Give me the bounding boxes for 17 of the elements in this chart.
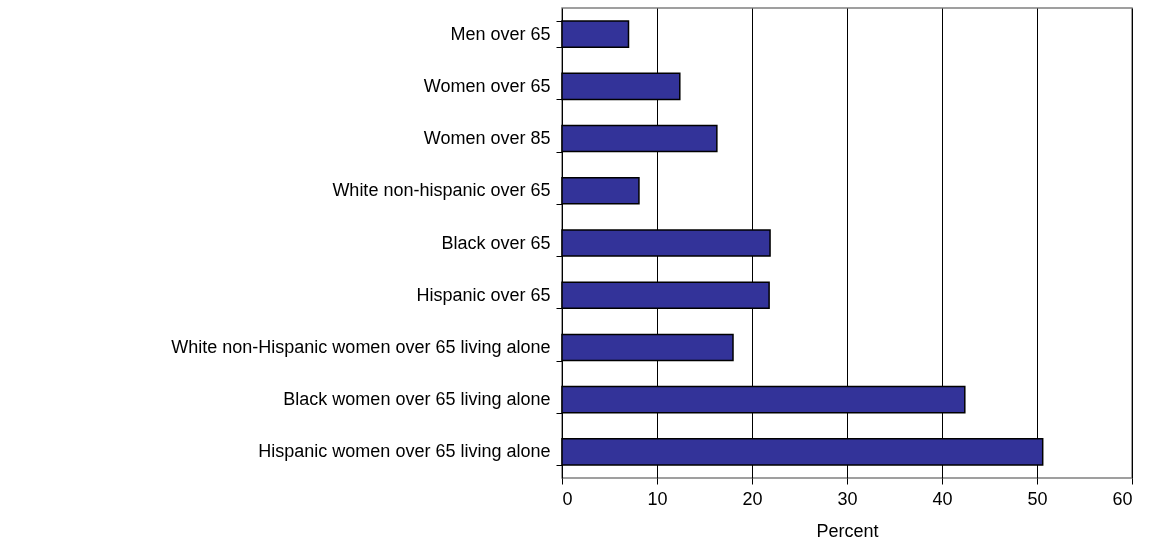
y-tick-label: Black over 65 <box>441 232 551 253</box>
x-tick-label: 60 <box>1112 488 1133 509</box>
y-tick-label: Hispanic over 65 <box>416 284 551 305</box>
y-tick-label: White non-Hispanic women over 65 living alone <box>171 336 551 357</box>
x-axis-title: Percent <box>816 520 879 541</box>
y-tick-label: Women over 65 <box>423 75 551 96</box>
x-tick-label: 30 <box>837 488 858 509</box>
y-tick-label: White non-hispanic over 65 <box>332 180 551 201</box>
x-tick-label: 20 <box>742 488 763 509</box>
x-tick-label: 10 <box>647 488 668 509</box>
x-tick-label: 0 <box>562 488 573 509</box>
y-tick-label: Women over 85 <box>423 128 551 149</box>
x-tick-label: 50 <box>1027 488 1048 509</box>
y-tick-label: Men over 65 <box>450 23 551 44</box>
x-tick-label: 40 <box>932 488 953 509</box>
y-tick-label: Black women over 65 living alone <box>283 389 551 410</box>
y-tick-label: Hispanic women over 65 living alone <box>258 441 551 462</box>
